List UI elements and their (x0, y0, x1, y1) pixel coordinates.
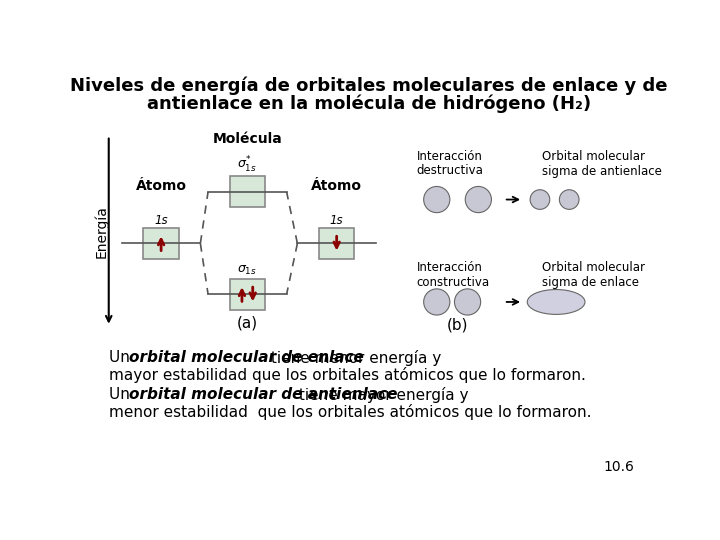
Text: tiene menor energía y: tiene menor energía y (266, 350, 441, 366)
Circle shape (423, 289, 450, 315)
Text: (b): (b) (447, 318, 468, 333)
Text: Un: Un (109, 387, 135, 402)
FancyBboxPatch shape (319, 228, 354, 259)
Text: orbital molecular de antienlace: orbital molecular de antienlace (129, 387, 397, 402)
Text: $\sigma_{1s}^{*}$: $\sigma_{1s}^{*}$ (238, 155, 257, 175)
Circle shape (559, 190, 579, 210)
Text: mayor estabilidad que los orbitales atómicos que lo formaron.: mayor estabilidad que los orbitales atóm… (109, 367, 585, 383)
Text: Orbital molecular
sigma de antienlace: Orbital molecular sigma de antienlace (542, 150, 662, 178)
Text: menor estabilidad  que los orbitales atómicos que lo formaron.: menor estabilidad que los orbitales atóm… (109, 403, 591, 420)
Text: $\sigma_{1s}$: $\sigma_{1s}$ (238, 264, 257, 278)
Text: 1s: 1s (154, 213, 168, 226)
Text: (a): (a) (237, 315, 258, 330)
Circle shape (530, 190, 550, 210)
Text: Molécula: Molécula (212, 132, 282, 146)
Text: 10.6: 10.6 (604, 461, 634, 475)
Circle shape (454, 289, 481, 315)
Text: Interacción
destructiva: Interacción destructiva (417, 150, 484, 178)
Text: Energía: Energía (94, 205, 109, 258)
Text: tiene mayor energía y: tiene mayor energía y (294, 387, 469, 403)
Circle shape (465, 186, 492, 213)
Text: 1s: 1s (330, 213, 343, 226)
Text: Interacción
constructiva: Interacción constructiva (417, 261, 490, 289)
Text: antienlace en la molécula de hidrógeno (H₂): antienlace en la molécula de hidrógeno (… (147, 94, 591, 112)
FancyBboxPatch shape (230, 279, 265, 309)
Text: Un: Un (109, 350, 135, 364)
Text: Orbital molecular
sigma de enlace: Orbital molecular sigma de enlace (542, 261, 645, 289)
Text: Átomo: Átomo (135, 179, 186, 193)
FancyBboxPatch shape (230, 177, 265, 207)
Text: Niveles de energía de orbitales moleculares de enlace y de: Niveles de energía de orbitales molecula… (71, 76, 667, 95)
Text: orbital molecular de enlace: orbital molecular de enlace (129, 350, 364, 364)
Text: Átomo: Átomo (311, 179, 362, 193)
Circle shape (423, 186, 450, 213)
Ellipse shape (527, 289, 585, 314)
FancyBboxPatch shape (143, 228, 179, 259)
